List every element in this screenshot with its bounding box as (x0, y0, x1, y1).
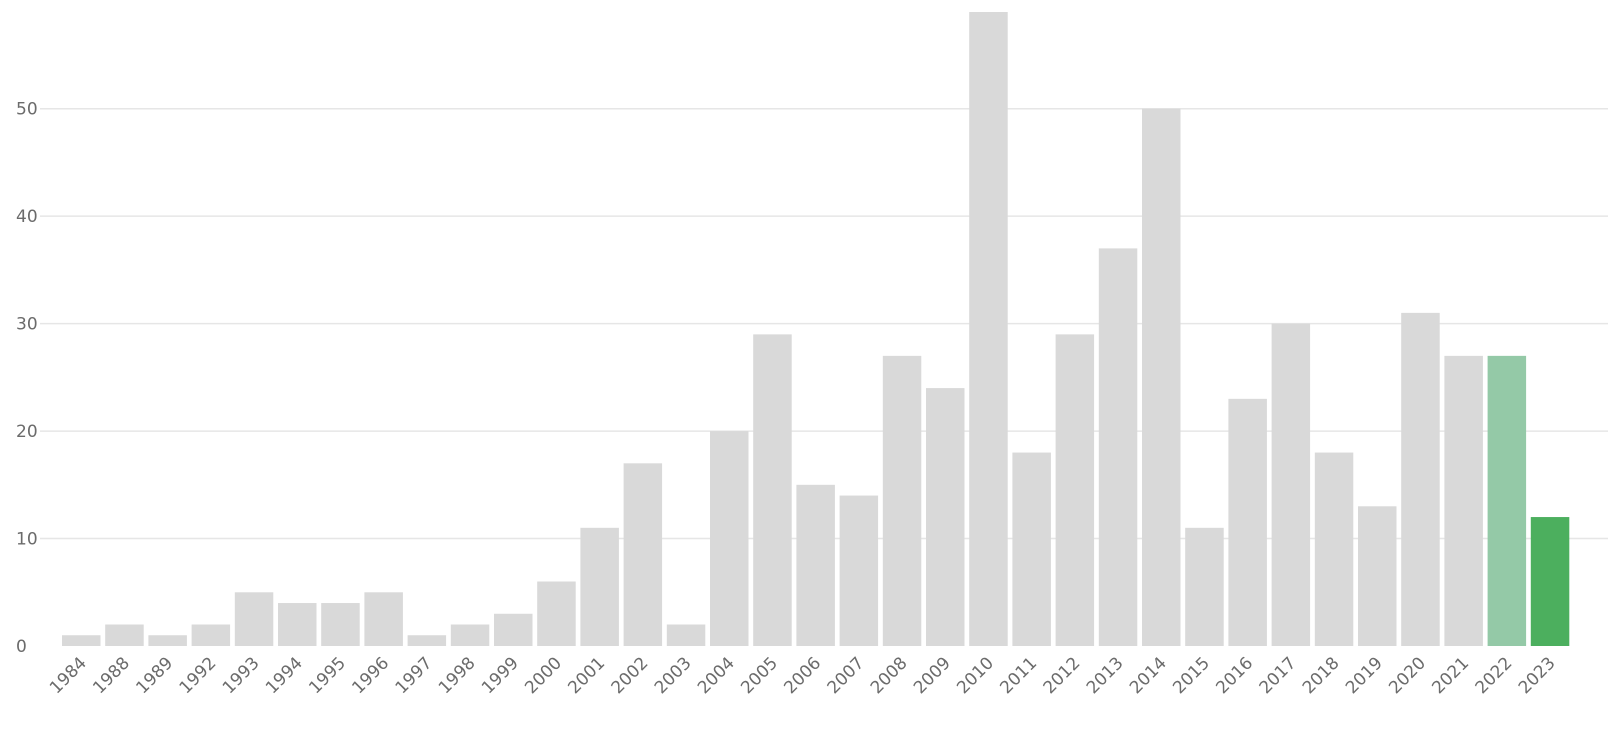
x-tick-label: 1988 (89, 653, 134, 698)
bar-2007[interactable] (839, 495, 879, 646)
x-tick-label: 2005 (737, 653, 782, 698)
bar-1995[interactable] (321, 603, 360, 646)
x-tick-label: 1989 (132, 653, 177, 698)
bar-2012[interactable] (1055, 334, 1095, 646)
x-tick-label: 2011 (996, 653, 1041, 698)
x-tick-label: 1996 (348, 653, 393, 698)
bar-2008[interactable] (882, 355, 922, 646)
y-tick-label: 20 (16, 422, 38, 442)
x-tick-label: 2008 (867, 653, 912, 698)
grid-layer (40, 107, 1608, 540)
bar-1993[interactable] (234, 592, 274, 646)
bar-1998[interactable] (450, 624, 490, 646)
x-tick-label: 1992 (176, 653, 221, 698)
bar-2017[interactable] (1271, 323, 1311, 646)
bar-2002[interactable] (623, 463, 663, 646)
x-tick-label: 2010 (953, 653, 998, 698)
x-tick-label: 2019 (1342, 653, 1387, 698)
x-tick-label: 2022 (1472, 653, 1517, 698)
bar-1996[interactable] (364, 592, 403, 646)
y-tick-label: 0 (16, 637, 27, 657)
x-tick-label: 2003 (651, 653, 696, 698)
bar-2003[interactable] (666, 624, 706, 646)
x-tick-label: 2015 (1169, 653, 1214, 698)
bar-2023[interactable] (1530, 517, 1570, 646)
bar-1989[interactable] (148, 635, 187, 646)
bar-2018[interactable] (1314, 452, 1354, 646)
x-tick-label: 2017 (1256, 653, 1301, 698)
y-tick-label: 40 (16, 207, 38, 227)
bar-2020[interactable] (1401, 312, 1440, 646)
y-tick-label: 10 (16, 530, 38, 550)
x-tick-label: 1998 (435, 653, 480, 698)
x-tick-label: 2000 (521, 653, 566, 698)
bar-2011[interactable] (1012, 452, 1051, 646)
bar-2021[interactable] (1444, 355, 1483, 646)
bar-1984[interactable] (62, 635, 101, 646)
bar-2010[interactable] (969, 12, 1008, 646)
bar-2009[interactable] (926, 388, 965, 646)
x-tick-label: 2021 (1428, 653, 1473, 698)
bar-2019[interactable] (1358, 506, 1397, 646)
bar-2001[interactable] (580, 527, 619, 646)
x-tick-label: 2004 (694, 653, 739, 698)
bar-2006[interactable] (796, 484, 835, 646)
x-tick-label: 2023 (1515, 653, 1560, 698)
bar-1994[interactable] (278, 603, 317, 646)
bar-1997[interactable] (407, 635, 447, 646)
bar-2005[interactable] (753, 334, 792, 646)
bar-2016[interactable] (1228, 398, 1267, 646)
bar-1988[interactable] (105, 624, 144, 646)
x-tick-label: 1999 (478, 653, 523, 698)
x-tick-label: 2020 (1385, 653, 1430, 698)
x-tick-label: 2001 (564, 653, 609, 698)
bar-2004[interactable] (710, 431, 749, 646)
x-tick-label: 2018 (1299, 653, 1344, 698)
bar-2013[interactable] (1098, 248, 1138, 646)
bar-2022[interactable] (1487, 355, 1527, 646)
x-axis-tick-labels: 1984198819891992199319941995199619971998… (46, 653, 1560, 698)
x-tick-label: 1997 (392, 653, 437, 698)
bar-1992[interactable] (191, 624, 231, 646)
x-tick-label: 1995 (305, 653, 350, 698)
y-tick-label: 50 (16, 100, 38, 120)
x-tick-label: 2013 (1083, 653, 1128, 698)
x-tick-label: 2012 (1040, 653, 1085, 698)
y-tick-label: 30 (16, 315, 38, 335)
x-tick-label: 2007 (824, 653, 869, 698)
x-tick-label: 2014 (1126, 653, 1171, 698)
y-axis-tick-labels: 0 10 20 30 40 50 (16, 100, 38, 657)
bar-2014[interactable] (1142, 108, 1181, 647)
bars-layer (62, 12, 1570, 647)
bar-2015[interactable] (1185, 527, 1224, 646)
x-tick-label: 1994 (262, 653, 307, 698)
x-tick-label: 2016 (1212, 653, 1257, 698)
bar-1999[interactable] (494, 613, 533, 646)
x-tick-label: 1984 (46, 653, 91, 698)
bar-2000[interactable] (537, 581, 576, 646)
x-tick-label: 2002 (608, 653, 653, 698)
x-tick-label: 1993 (219, 653, 264, 698)
x-tick-label: 2006 (780, 653, 825, 698)
x-tick-label: 2009 (910, 653, 955, 698)
